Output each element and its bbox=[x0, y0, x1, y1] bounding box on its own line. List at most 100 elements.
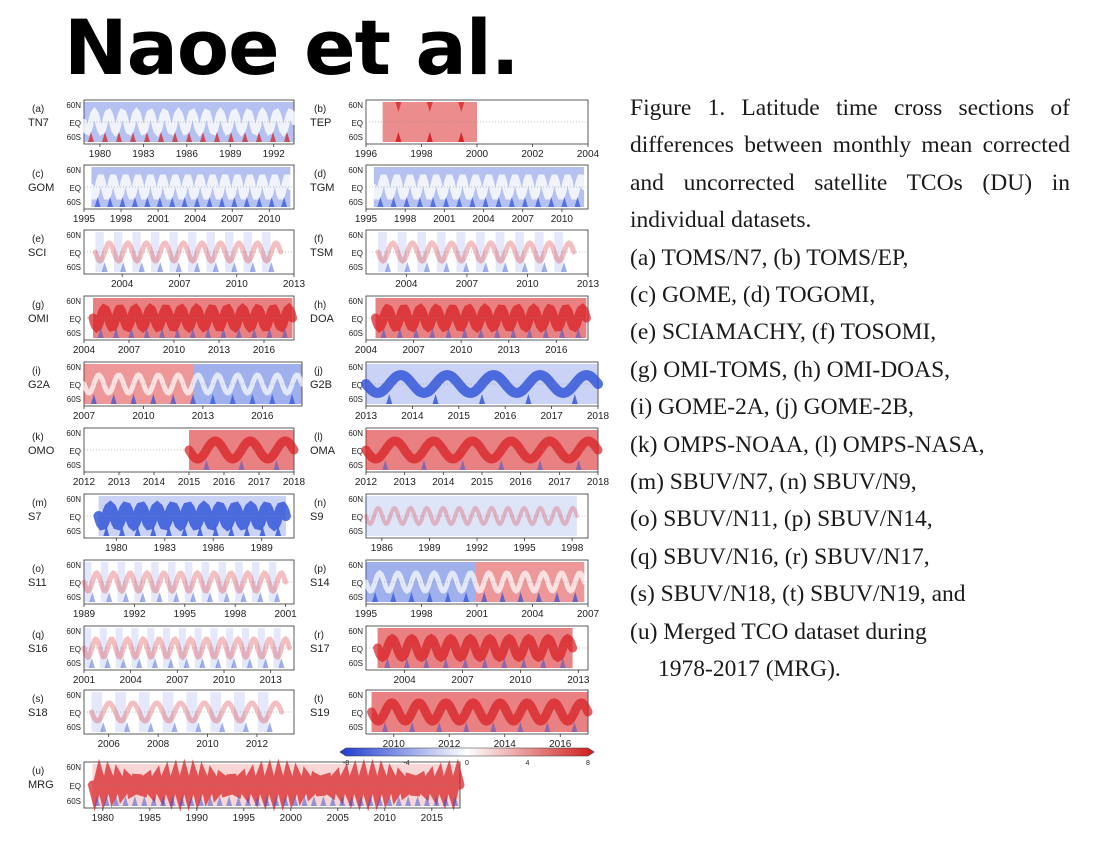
heatmap-spike bbox=[183, 658, 190, 668]
heatmap-spike bbox=[521, 197, 528, 207]
heatmap-band bbox=[367, 698, 593, 726]
lat-tick-label: 60N bbox=[348, 297, 363, 306]
heatmap-spike bbox=[329, 796, 336, 806]
heatmap-spike bbox=[94, 197, 101, 207]
x-tick-label: 1989 bbox=[219, 149, 242, 160]
heatmap-spike bbox=[292, 796, 299, 806]
lat-tick-label: 60N bbox=[348, 495, 363, 504]
heatmap-spike bbox=[88, 132, 94, 142]
heatmap-spike bbox=[212, 526, 219, 536]
x-tick-label: 1980 bbox=[92, 813, 115, 824]
x-tick-label: 1992 bbox=[123, 609, 146, 620]
heatmap-spike bbox=[289, 394, 296, 404]
panel-id: (s) bbox=[32, 694, 44, 705]
heatmap-spike bbox=[94, 796, 101, 806]
lat-tick-label: 60N bbox=[66, 101, 81, 110]
x-tick-label: 1985 bbox=[139, 813, 162, 824]
heatmap-spike bbox=[169, 796, 176, 806]
heatmap-spike bbox=[100, 722, 107, 732]
lat-tick-label: 60N bbox=[348, 627, 363, 636]
heatmap-spike bbox=[226, 796, 233, 806]
heatmap-spike bbox=[384, 658, 391, 668]
panel-name: SCI bbox=[28, 247, 46, 259]
heatmap-spike bbox=[281, 328, 288, 338]
panel-name: G2A bbox=[28, 379, 51, 391]
x-tick-label: 2007 bbox=[402, 345, 425, 356]
x-tick-label: 2017 bbox=[248, 477, 271, 488]
heatmap-spike bbox=[494, 328, 501, 338]
lat-tick-label: 60N bbox=[348, 231, 363, 240]
heatmap-spike bbox=[433, 796, 440, 806]
heatmap-spike bbox=[384, 262, 391, 272]
caption-last-line: 1978-2017 (MRG). bbox=[658, 656, 841, 683]
heatmap-cell bbox=[273, 628, 281, 668]
heatmap-spike bbox=[97, 328, 104, 338]
panel-s16: (q) S16 60N EQ 60S 2001 2004 2007 2010 2013 bbox=[28, 625, 295, 686]
heatmap-spike bbox=[268, 197, 275, 207]
lat-tick-label: 60S bbox=[349, 329, 363, 338]
heatmap-cell bbox=[186, 692, 198, 732]
heatmap-band bbox=[88, 174, 294, 200]
heatmap-spike bbox=[499, 592, 506, 602]
lat-tick-label: 60N bbox=[348, 166, 363, 175]
lat-tick-label: EQ bbox=[351, 645, 363, 654]
heatmap-cell bbox=[115, 628, 123, 668]
heatmap-spike bbox=[502, 262, 509, 272]
heatmap-spike bbox=[463, 262, 470, 272]
heatmap-spike bbox=[209, 394, 216, 404]
x-tick-label: 2013 bbox=[577, 279, 600, 290]
colorbar: -8 -4 0 4 8 bbox=[339, 747, 595, 767]
heatmap-spike bbox=[128, 328, 135, 338]
panel-s17: (r) S17 60N EQ 60S 2004 2007 2010 2013 bbox=[310, 625, 590, 686]
lat-tick-label: EQ bbox=[351, 381, 363, 390]
heatmap-spike bbox=[120, 658, 127, 668]
heatmap-spike bbox=[456, 197, 463, 207]
heatmap-spike bbox=[403, 658, 410, 668]
heatmap-spike bbox=[242, 722, 249, 732]
heatmap-spike bbox=[275, 526, 282, 536]
heatmap-spike bbox=[490, 722, 497, 732]
lat-tick-label: 60S bbox=[67, 395, 81, 404]
heatmap-spike bbox=[403, 197, 410, 207]
heatmap-spike bbox=[358, 796, 365, 806]
heatmap-spike bbox=[130, 394, 137, 404]
heatmap-spike bbox=[173, 592, 180, 602]
x-tick-label: 2013 bbox=[283, 279, 306, 290]
heatmap-spike bbox=[376, 796, 383, 806]
x-tick-label: 2010 bbox=[509, 675, 532, 686]
x-tick-label: 2007 bbox=[451, 675, 474, 686]
lat-tick-label: 60S bbox=[67, 263, 81, 272]
figure-caption: Figure 1. Latitude time cross sections o… bbox=[630, 90, 1070, 689]
panel-id: (f) bbox=[314, 234, 323, 245]
heatmap-spike bbox=[310, 796, 317, 806]
heatmap-cell bbox=[243, 232, 252, 272]
heatmap-spike bbox=[281, 197, 288, 207]
lat-tick-label: 60S bbox=[349, 133, 363, 142]
heatmap-spike bbox=[554, 592, 561, 602]
heatmap-spike bbox=[122, 796, 129, 806]
x-tick-label: 2014 bbox=[432, 477, 455, 488]
caption-item: (e) SCIAMACHY, (f) TOSOMI, bbox=[630, 319, 937, 346]
heatmap-spike bbox=[396, 328, 403, 338]
heatmap-spike bbox=[231, 197, 238, 207]
heatmap-spike bbox=[188, 796, 195, 806]
x-tick-label: 2002 bbox=[521, 149, 544, 160]
panel-id: (b) bbox=[314, 104, 326, 115]
lat-tick-label: EQ bbox=[69, 782, 81, 791]
lat-tick-label: 60N bbox=[348, 101, 363, 110]
figure-panels: (a) TN7 60N EQ 60S 1980 1983 1986 1989 1992 (b) TEP… bbox=[28, 99, 610, 824]
heatmap-cell bbox=[262, 232, 271, 272]
heatmap-spike bbox=[443, 197, 450, 207]
heatmap-cell bbox=[184, 562, 193, 602]
x-tick-label: 1995 bbox=[233, 813, 256, 824]
heatmap-spike bbox=[458, 132, 465, 142]
panel-id: (c) bbox=[32, 169, 44, 180]
heatmap-cell bbox=[257, 692, 269, 732]
x-tick-label: 1983 bbox=[154, 543, 177, 554]
x-tick-label: 2018 bbox=[587, 411, 610, 422]
lat-tick-label: EQ bbox=[351, 513, 363, 522]
x-tick-label: 2008 bbox=[147, 739, 170, 750]
x-tick-label: 2016 bbox=[549, 739, 572, 750]
heatmap-spike bbox=[273, 796, 280, 806]
caption-item: (m) SBUV/N7, (n) SBUV/N9, bbox=[630, 469, 917, 496]
